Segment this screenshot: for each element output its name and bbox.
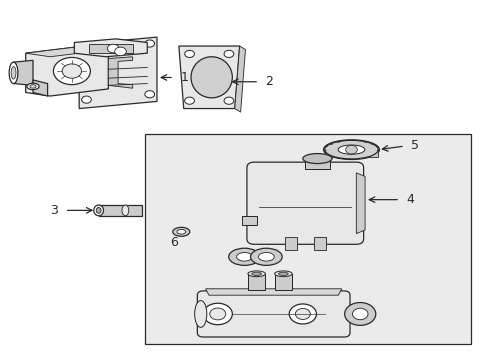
Polygon shape [79, 37, 157, 109]
Polygon shape [108, 57, 132, 88]
Polygon shape [14, 60, 33, 85]
Circle shape [224, 97, 233, 104]
Ellipse shape [194, 301, 206, 327]
Circle shape [144, 40, 154, 47]
FancyBboxPatch shape [246, 162, 363, 244]
Ellipse shape [247, 271, 265, 276]
Bar [313, 237, 325, 249]
Circle shape [184, 50, 194, 58]
Ellipse shape [337, 145, 364, 154]
Text: 5: 5 [410, 139, 418, 152]
Ellipse shape [27, 83, 39, 90]
Ellipse shape [274, 271, 291, 276]
Ellipse shape [236, 252, 252, 261]
Circle shape [345, 145, 357, 154]
Polygon shape [234, 46, 245, 112]
Polygon shape [205, 289, 341, 295]
Ellipse shape [302, 154, 331, 163]
Bar [324, 150, 377, 157]
Circle shape [344, 302, 375, 325]
Ellipse shape [323, 140, 379, 159]
Circle shape [209, 308, 225, 320]
Circle shape [203, 303, 232, 325]
Circle shape [115, 47, 126, 56]
Ellipse shape [122, 205, 128, 216]
Circle shape [295, 309, 310, 319]
Ellipse shape [172, 227, 189, 236]
Bar [305, 158, 329, 169]
Ellipse shape [96, 207, 101, 213]
Ellipse shape [94, 205, 103, 216]
Circle shape [144, 91, 154, 98]
Polygon shape [26, 46, 108, 96]
Ellipse shape [11, 67, 16, 79]
Ellipse shape [250, 248, 282, 265]
Circle shape [81, 46, 91, 53]
Bar [242, 216, 256, 225]
Ellipse shape [278, 272, 287, 275]
Ellipse shape [177, 229, 185, 234]
Text: 6: 6 [170, 236, 178, 249]
Bar [274, 274, 291, 290]
Polygon shape [356, 173, 365, 234]
Circle shape [352, 308, 367, 320]
Text: 2: 2 [265, 75, 273, 88]
Ellipse shape [324, 140, 377, 159]
Bar [89, 44, 132, 53]
Circle shape [62, 64, 81, 78]
Polygon shape [33, 80, 47, 96]
Polygon shape [179, 46, 239, 109]
Bar [144, 134, 469, 344]
Bar [285, 237, 296, 249]
Circle shape [53, 58, 90, 85]
Ellipse shape [228, 248, 260, 265]
Ellipse shape [258, 252, 274, 261]
Text: 4: 4 [406, 193, 413, 206]
Circle shape [107, 44, 119, 53]
Text: 3: 3 [50, 204, 58, 217]
Circle shape [184, 97, 194, 104]
Ellipse shape [305, 155, 329, 162]
Polygon shape [26, 46, 108, 57]
Ellipse shape [191, 57, 232, 98]
Circle shape [81, 96, 91, 103]
Polygon shape [99, 205, 142, 216]
Bar [247, 274, 265, 290]
Ellipse shape [9, 62, 18, 84]
Ellipse shape [251, 272, 261, 275]
Polygon shape [74, 39, 147, 57]
Text: 1: 1 [180, 71, 188, 84]
FancyBboxPatch shape [197, 291, 349, 337]
Circle shape [288, 304, 316, 324]
Ellipse shape [30, 85, 36, 88]
Circle shape [224, 50, 233, 58]
